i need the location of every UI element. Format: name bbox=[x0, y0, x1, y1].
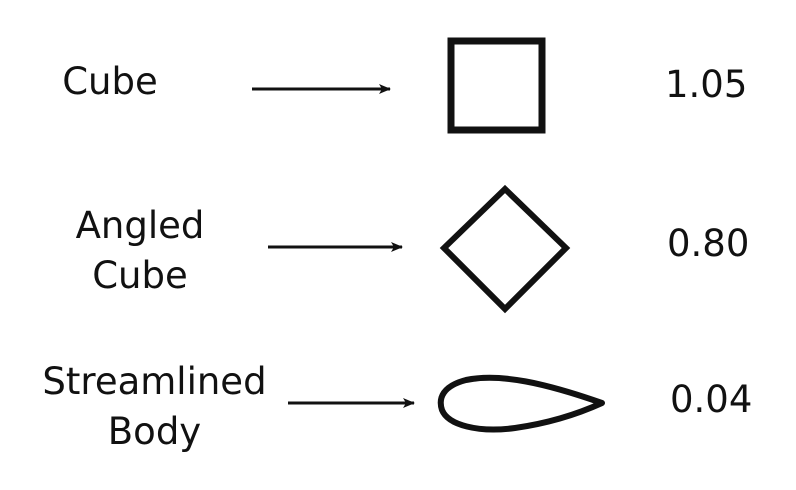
square-shape bbox=[447, 37, 546, 134]
label-streamlined-body-line-1: Streamlined bbox=[42, 360, 267, 403]
label-angled-cube: Angled Cube bbox=[40, 201, 240, 301]
teardrop-shape bbox=[437, 374, 605, 433]
label-angled-cube-line-1: Angled bbox=[75, 204, 205, 247]
label-streamlined-body: Streamlined Body bbox=[22, 357, 287, 457]
value-cube: 1.05 bbox=[665, 63, 748, 106]
label-angled-cube-line-2: Cube bbox=[92, 254, 188, 297]
value-angled-cube: 0.80 bbox=[667, 222, 750, 265]
diamond-shape bbox=[439, 184, 571, 314]
label-cube: Cube bbox=[40, 57, 180, 107]
label-cube-line-1: Cube bbox=[62, 60, 158, 103]
value-streamlined-body: 0.04 bbox=[670, 378, 753, 421]
label-streamlined-body-line-2: Body bbox=[107, 410, 202, 453]
